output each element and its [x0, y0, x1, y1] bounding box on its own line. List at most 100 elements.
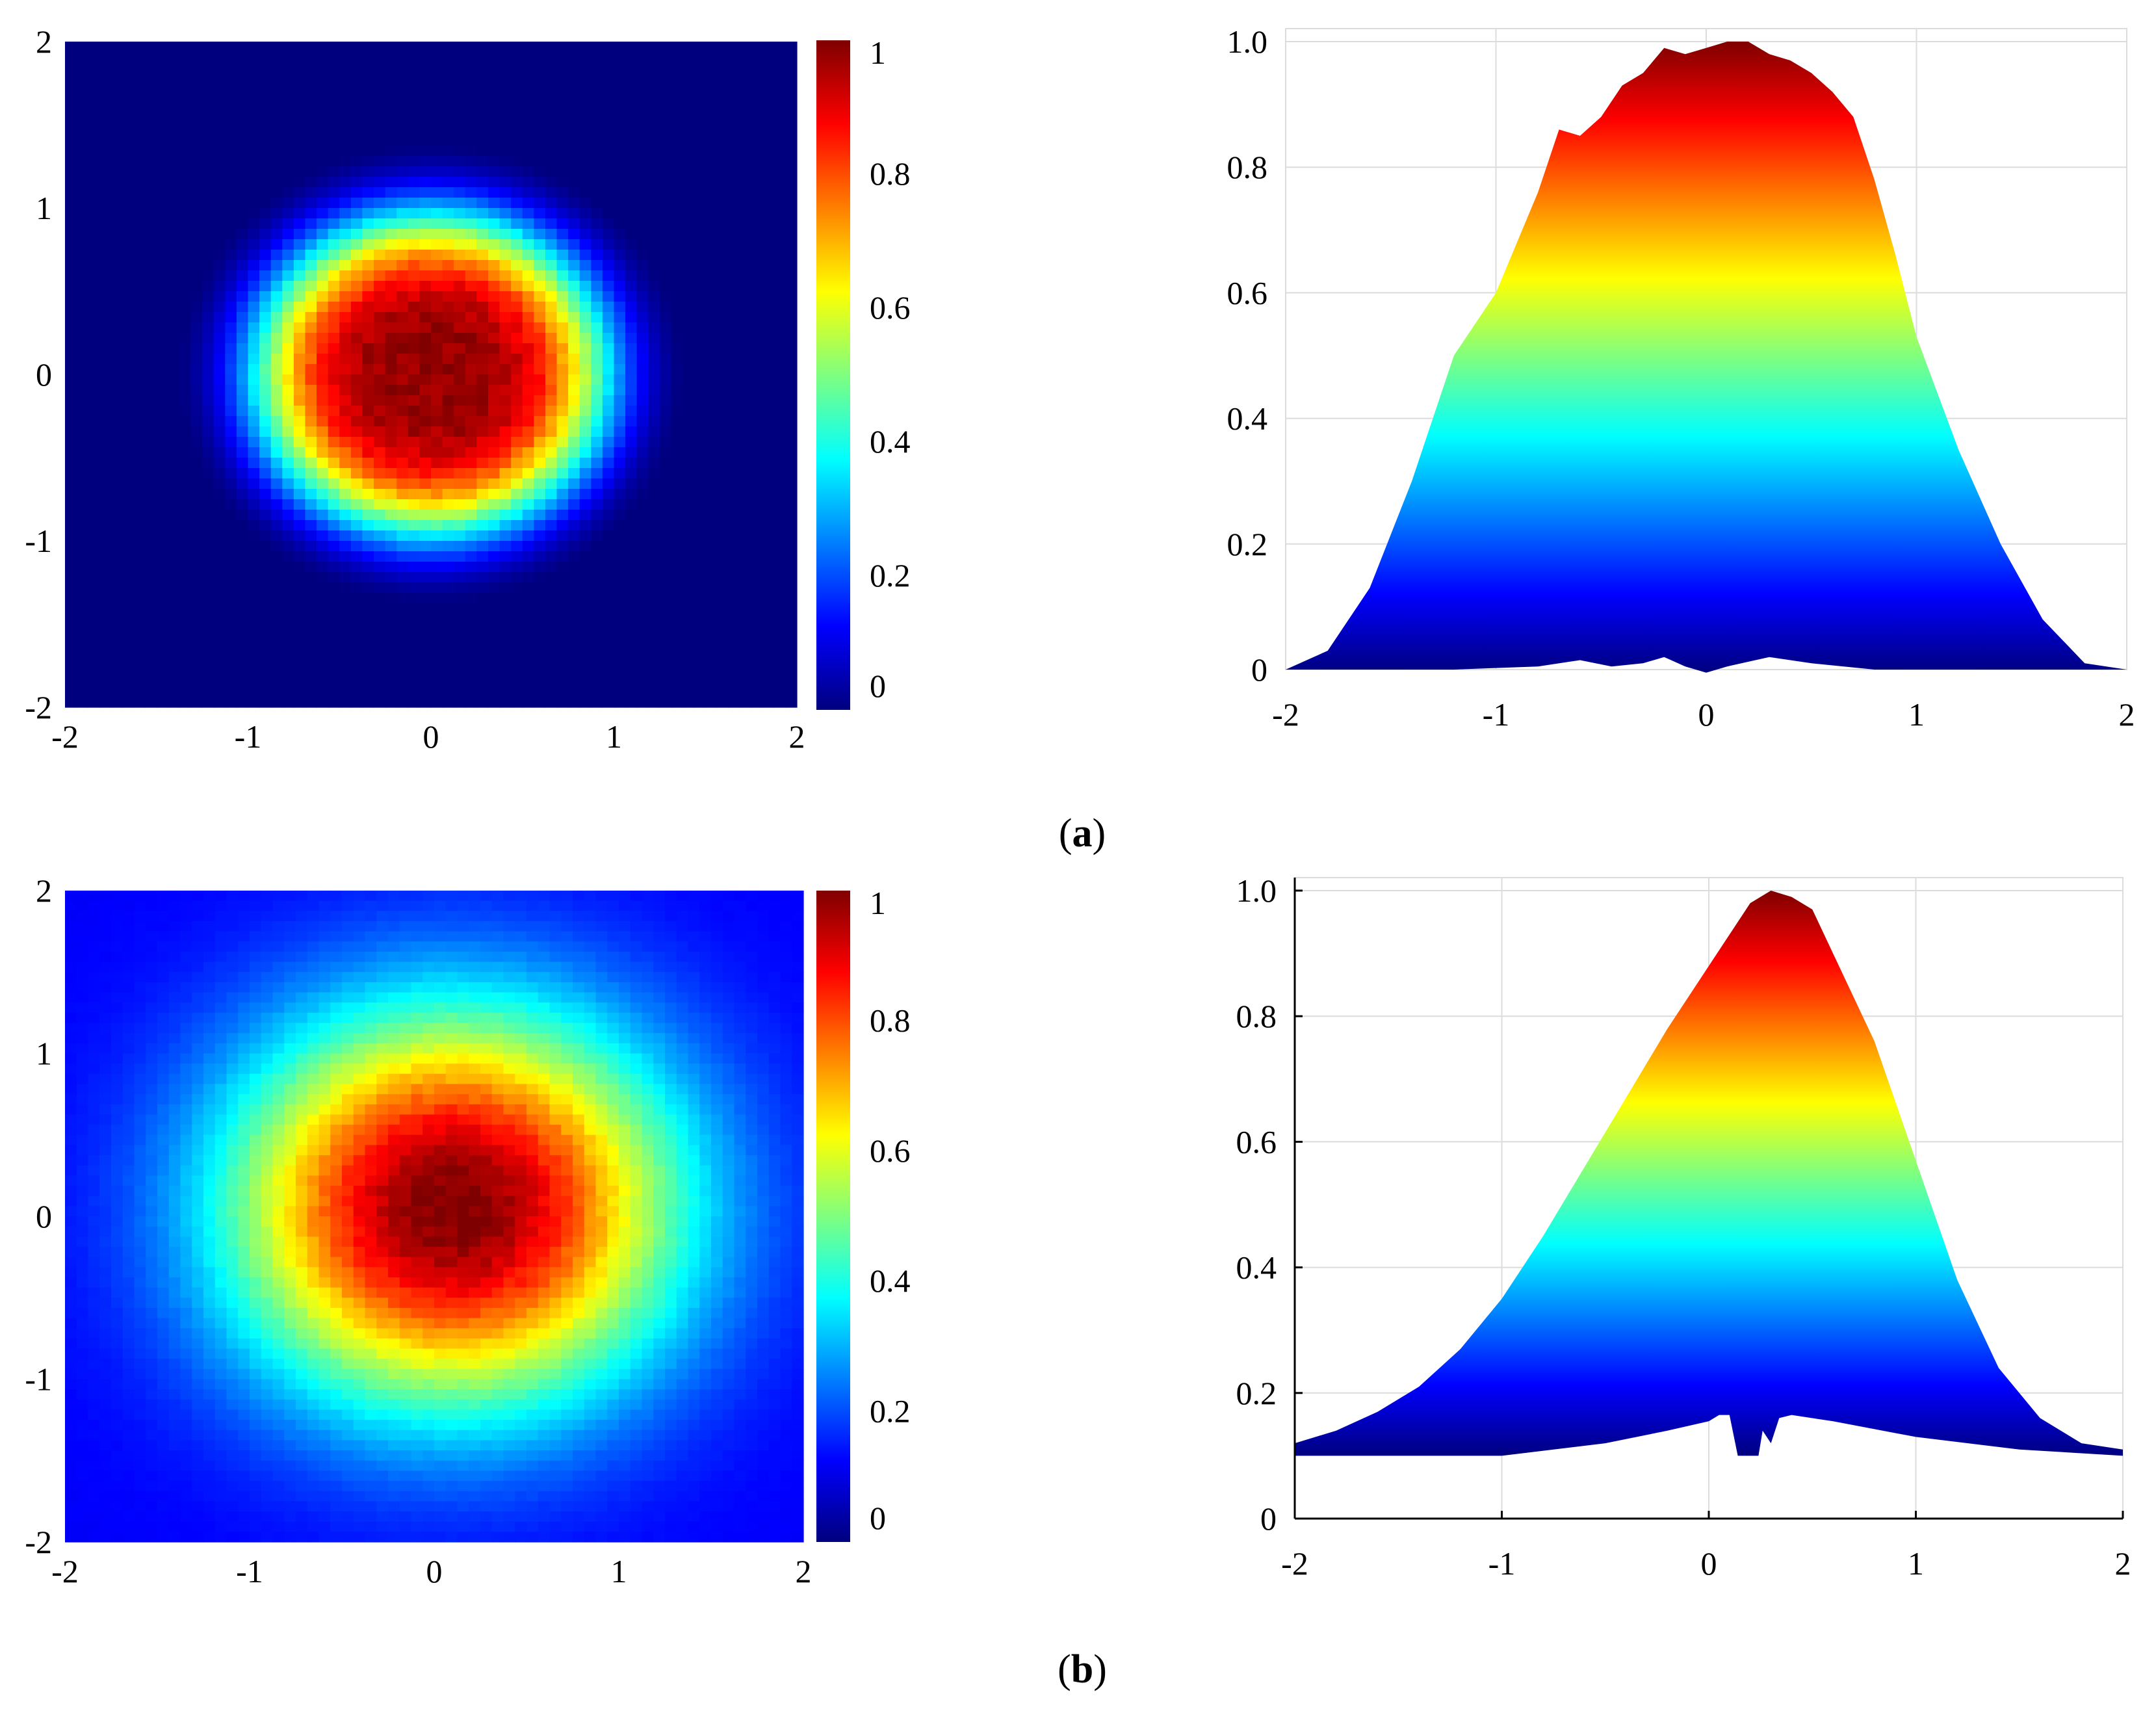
heatmap-cell: [751, 218, 763, 229]
heatmap-cell: [99, 270, 111, 281]
heatmap-cell: [374, 239, 386, 250]
heatmap-cell: [545, 94, 558, 105]
heatmap-cell: [773, 489, 786, 500]
heatmap-cell: [773, 125, 786, 136]
heatmap-cell: [202, 302, 214, 313]
heatmap-cell: [568, 343, 580, 354]
heatmap-cell: [385, 52, 397, 63]
heatmap-cell: [88, 187, 100, 198]
heatmap-cell: [694, 187, 706, 198]
heatmap-cell: [728, 198, 740, 209]
heatmap-cell: [465, 312, 477, 323]
heatmap-cell: [156, 250, 168, 261]
heatmap-cell: [179, 645, 192, 656]
heatmap-cell: [213, 333, 226, 344]
heatmap-cell: [374, 73, 386, 84]
heatmap-cell: [179, 166, 192, 177]
heatmap-cell: [773, 520, 786, 531]
heatmap-cell: [408, 520, 420, 531]
heatmap-cell: [236, 322, 249, 333]
heatmap-cell: [614, 458, 626, 469]
heatmap-cell: [534, 551, 546, 562]
heatmap-cell: [694, 562, 706, 573]
heatmap-cell: [317, 354, 329, 365]
heatmap-cell: [293, 312, 306, 323]
heatmap-cell: [757, 911, 770, 922]
heatmap-cell: [734, 982, 746, 993]
heatmap-cell: [499, 281, 512, 292]
heatmap-cell: [225, 468, 237, 479]
heatmap-cell: [431, 343, 443, 354]
heatmap-cell: [716, 614, 729, 625]
heatmap-cell: [88, 1012, 100, 1024]
heatmap-cell: [625, 239, 638, 250]
heatmap-cell: [259, 676, 272, 687]
heatmap-cell: [396, 166, 409, 177]
heatmap-cell: [556, 343, 569, 354]
heatmap-cell: [762, 551, 775, 562]
heatmap-cell: [659, 520, 672, 531]
heatmap-cell: [225, 499, 237, 510]
heatmap-cell: [579, 676, 591, 687]
heatmap-cell: [522, 634, 534, 646]
heatmap-cell: [499, 104, 512, 115]
heatmap-cell: [751, 302, 763, 313]
heatmap-cell: [168, 530, 180, 542]
heatmap-cell: [545, 447, 558, 458]
heatmap-cell: [110, 562, 123, 573]
heatmap-cell: [88, 385, 100, 396]
heatmap-cell: [110, 52, 123, 63]
heatmap-cell: [579, 229, 591, 240]
heatmap-cell: [476, 655, 489, 666]
heatmap-cell: [293, 343, 306, 354]
heatmap-cell: [476, 260, 489, 271]
colorbar-tick-label: 0.2: [870, 557, 911, 594]
heatmap-cell: [76, 921, 89, 932]
heatmap-cell: [110, 614, 123, 625]
heatmap-cell: [740, 198, 752, 209]
heatmap-cell: [487, 73, 500, 84]
heatmap-cell: [591, 239, 603, 250]
heatmap-cell: [476, 572, 489, 583]
heatmap-cell: [773, 593, 786, 604]
heatmap-cell: [88, 992, 100, 1003]
heatmap-cell: [614, 166, 626, 177]
heatmap-cell: [259, 135, 272, 146]
heatmap-cell: [431, 250, 443, 261]
heatmap-cell: [454, 302, 466, 313]
heatmap-cell: [682, 686, 695, 698]
heatmap-cell: [374, 250, 386, 261]
heatmap-cell: [465, 666, 477, 677]
heatmap-cell: [293, 562, 306, 573]
heatmap-cell: [282, 572, 294, 583]
heatmap-cell: [282, 156, 294, 167]
heatmap-cell: [133, 603, 146, 614]
heatmap-cell: [225, 208, 237, 219]
heatmap-cell: [305, 447, 317, 458]
heatmap-cell: [156, 541, 168, 552]
heatmap-cell: [236, 478, 249, 490]
heatmap-cell: [350, 416, 363, 427]
heatmap-cell: [156, 125, 168, 136]
heatmap-cell: [156, 520, 168, 531]
heatmap-cell: [568, 322, 580, 333]
heatmap-cell: [76, 333, 88, 344]
heatmap-cell: [362, 655, 374, 666]
heatmap-cell: [434, 921, 447, 932]
heatmap-cell: [374, 374, 386, 385]
heatmap-cell: [648, 541, 660, 552]
heatmap-cell: [179, 83, 192, 94]
heatmap-cell: [156, 634, 168, 646]
heatmap-cell: [457, 900, 469, 911]
heatmap-cell: [270, 333, 283, 344]
heatmap-cell: [630, 931, 643, 942]
heatmap-cell: [422, 1012, 435, 1024]
heatmap-cell: [339, 125, 352, 136]
heatmap-cell: [568, 187, 580, 198]
heatmap-cell: [499, 603, 512, 614]
heatmap-cell: [350, 655, 363, 666]
heatmap-cell: [619, 951, 631, 963]
heatmap-cell: [762, 697, 775, 708]
heatmap-cell: [317, 385, 329, 396]
heatmap-cell: [556, 146, 569, 157]
